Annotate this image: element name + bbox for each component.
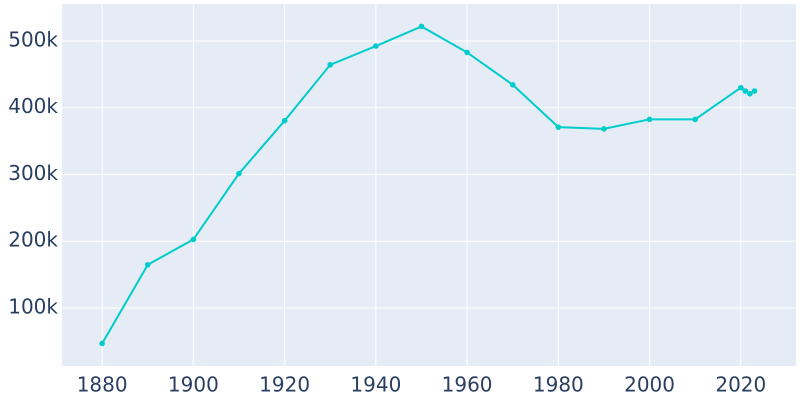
y-tick-label: 300k [8,161,58,185]
y-tick-label: 100k [8,294,58,318]
y-tick-label: 400k [8,94,58,118]
point [742,88,749,94]
x-tick-label: 2020 [715,373,766,397]
point [464,49,470,56]
x-tick-label: 1980 [533,373,584,397]
x-tick-label: 1940 [350,373,401,397]
x-tick-label: 1960 [442,373,493,397]
point [190,236,197,243]
y-tick-label: 200k [8,228,58,252]
point [509,81,516,88]
point [747,90,753,97]
point [692,116,698,123]
x-tick-label: 1900 [168,373,219,397]
point [601,126,607,132]
x-tick-label: 1920 [259,373,310,397]
point [751,88,758,94]
point [99,340,105,347]
point [373,43,379,49]
x-tick-label: 2000 [624,373,675,397]
y-tick-label: 500k [8,27,58,51]
point [236,170,242,177]
point [281,117,288,124]
point [327,61,334,68]
point [144,261,151,268]
point [738,84,744,91]
plot-area [62,4,796,366]
x-tick-label: 1880 [77,373,128,397]
point [555,124,562,130]
point [646,116,653,123]
point [418,23,425,30]
